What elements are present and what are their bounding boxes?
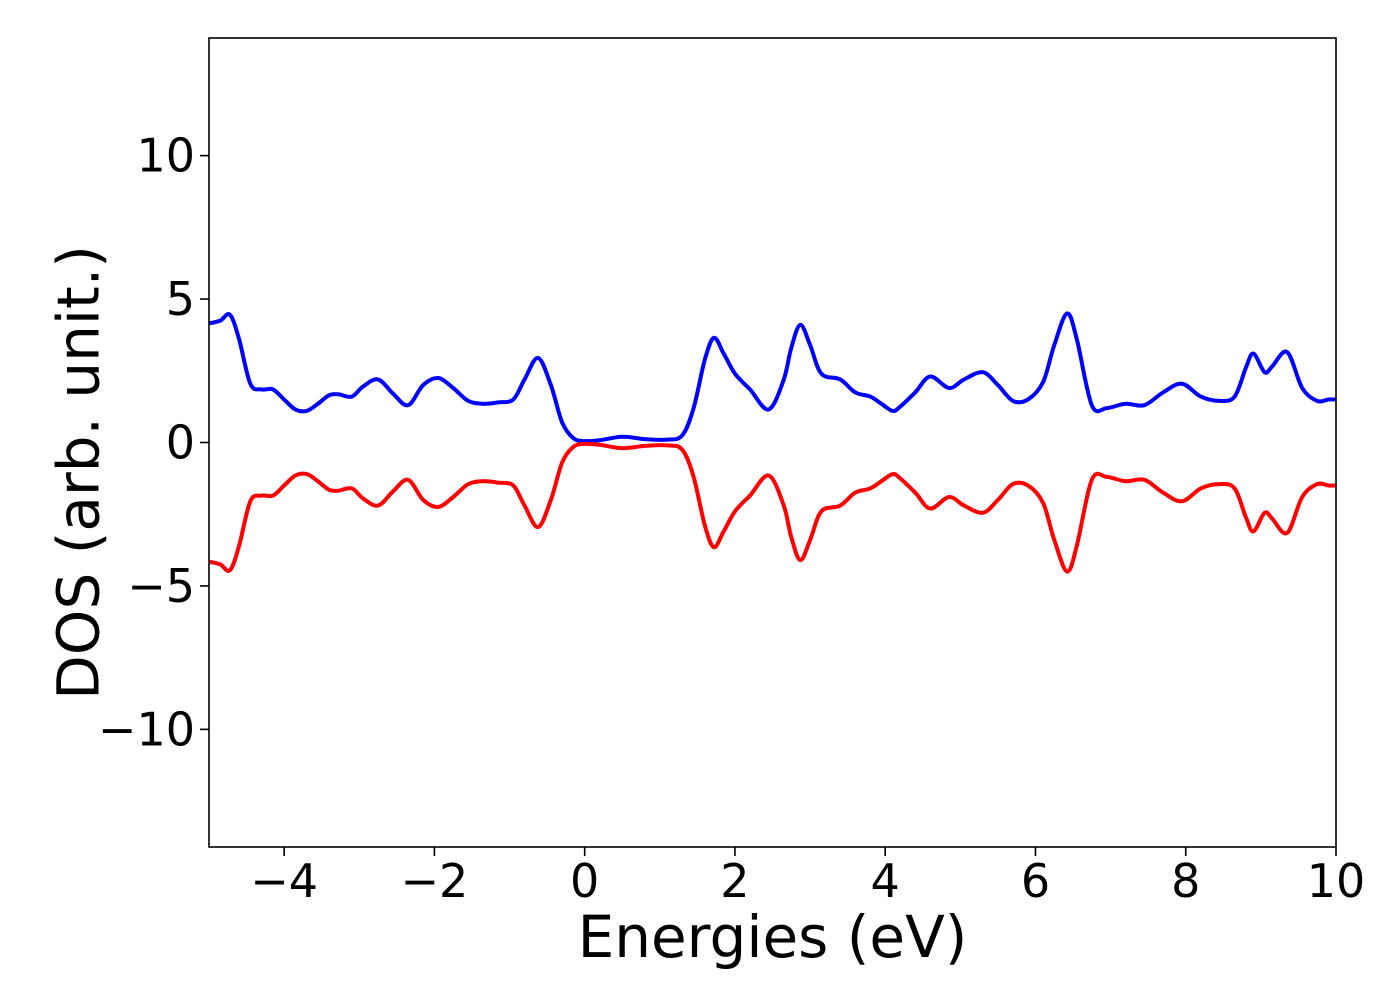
y-axis-label: DOS (arb. unit.)	[44, 245, 112, 700]
x-tick-label: 8	[1171, 854, 1200, 908]
x-axis-ticks: −4 −2 0 2 4 6 8 10	[250, 847, 1365, 908]
x-tick-label: 4	[871, 854, 900, 908]
series-layer	[209, 311, 1336, 574]
y-tick-label: −5	[127, 559, 195, 613]
x-tick-label: 10	[1307, 854, 1366, 908]
y-tick-label: −10	[98, 702, 195, 756]
y-tick-label: 10	[136, 129, 195, 183]
y-axis-ticks: −10 −5 0 5 10	[98, 129, 209, 756]
series-line-blue	[209, 311, 1336, 444]
x-tick-label: 6	[1021, 854, 1050, 908]
plot-frame	[208, 37, 1337, 848]
x-tick-label: −2	[400, 854, 468, 908]
x-tick-label: 2	[720, 854, 749, 908]
series-line-red	[209, 441, 1336, 574]
y-tick-label: 5	[166, 272, 195, 326]
x-tick-label: −4	[250, 854, 318, 908]
x-tick-label: 0	[570, 854, 599, 908]
x-axis-label: Energies (eV)	[578, 903, 968, 971]
y-tick-label: 0	[166, 416, 195, 470]
